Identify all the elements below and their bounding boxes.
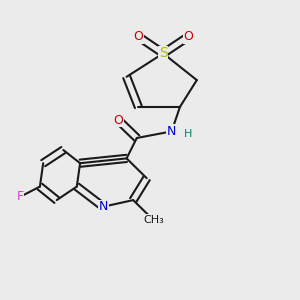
Text: S: S [159,46,168,60]
Text: F: F [16,190,24,203]
Text: H: H [184,129,193,139]
Text: N: N [167,125,176,138]
Text: O: O [134,30,143,43]
Text: O: O [184,30,193,43]
Text: CH₃: CH₃ [143,215,164,225]
Text: N: N [98,200,108,213]
Text: O: O [113,113,123,127]
